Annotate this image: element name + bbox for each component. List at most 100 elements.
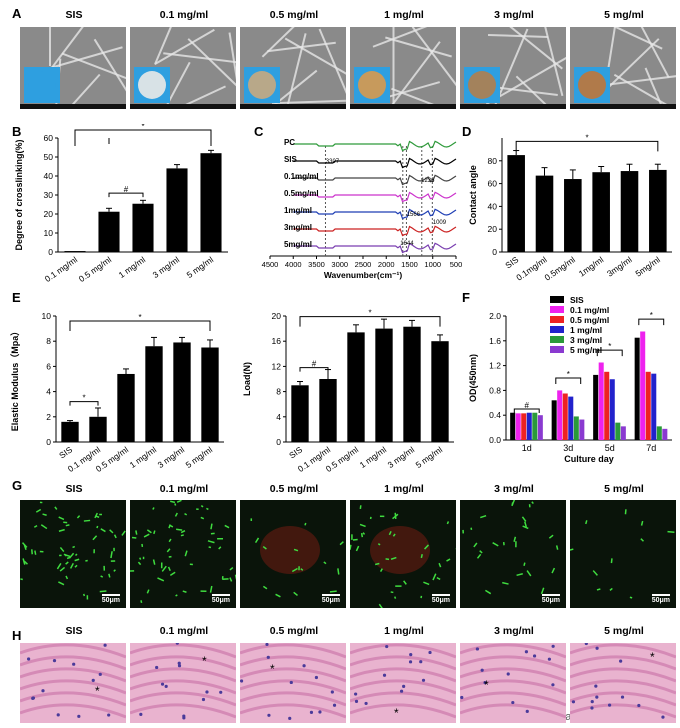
he-tissue: * xyxy=(350,643,456,720)
bar xyxy=(573,416,579,440)
collagen-band xyxy=(460,679,566,695)
cell-mark xyxy=(174,503,177,506)
nucleus xyxy=(402,684,406,689)
nucleus xyxy=(595,646,599,650)
panel-letter-c: C xyxy=(254,124,264,139)
x-tick-label: 0.5mg/ml xyxy=(543,254,577,282)
x-tick-label: SIS xyxy=(287,444,304,460)
sem-image xyxy=(570,27,676,109)
bar xyxy=(620,171,639,252)
bar xyxy=(98,211,120,252)
cell-mark xyxy=(218,546,222,550)
chart-c-ftir: 4500 4000 3500 3000 2500 2000 1500 1000 500 Waven… xyxy=(262,138,462,280)
cell-mark xyxy=(83,519,91,522)
nucleus xyxy=(382,673,387,677)
row-a-label-4: 3 mg/ml xyxy=(494,9,534,21)
cell-mark xyxy=(93,549,95,554)
cell-mark xyxy=(69,562,74,569)
x-axis-label: Wavenumber(cm⁻¹) xyxy=(324,270,402,280)
cell-mark xyxy=(609,587,613,591)
nucleus xyxy=(240,679,244,683)
y-tick-label: 4 xyxy=(276,412,281,422)
x-tick-label: 1 mg/ml xyxy=(117,254,148,280)
cell-mark xyxy=(152,507,155,510)
cell-mark xyxy=(108,573,111,578)
cell-mark xyxy=(298,566,300,571)
spectrum-line xyxy=(293,174,457,186)
cell-mark xyxy=(502,581,509,585)
cell-mark xyxy=(352,538,358,541)
star-marker: * xyxy=(394,706,399,720)
cell-mark xyxy=(74,553,78,557)
cell-mark xyxy=(385,558,390,561)
chart-f-od450: 0.0 0.4 0.8 1.2 1.6 2.0 OD(450nm) Culture day 1d… xyxy=(468,295,672,464)
sem-fiber xyxy=(411,27,456,90)
cell-mark xyxy=(570,548,574,551)
nucleus xyxy=(175,643,179,645)
cell-mark xyxy=(184,550,188,557)
row-g-label-1: 0.1 mg/ml xyxy=(159,483,209,495)
bar xyxy=(510,412,516,440)
cell-mark xyxy=(229,577,233,582)
significance-bracket xyxy=(638,318,665,326)
nucleus xyxy=(421,678,426,682)
x-tick-label: 5 mg/ml xyxy=(185,254,216,280)
nucleus xyxy=(103,643,107,647)
nucleus xyxy=(267,713,271,717)
cell-mark xyxy=(146,529,152,534)
nucleus xyxy=(506,672,510,676)
x-tick-label: 1500 xyxy=(401,260,418,269)
scale-bar: 50μm xyxy=(541,594,561,604)
scale-bar: 50μm xyxy=(431,594,451,604)
nucleus xyxy=(318,710,322,714)
x-tick-label: SIS xyxy=(503,254,520,270)
cell-mark xyxy=(58,528,65,532)
nucleus xyxy=(607,703,612,707)
cell-mark xyxy=(99,513,102,516)
cell-mark xyxy=(369,516,372,520)
cell-mark xyxy=(76,515,81,519)
cell-mark xyxy=(379,515,385,518)
y-axis-label: Contact angle xyxy=(468,165,478,225)
he-image: * xyxy=(130,643,236,723)
collagen-band xyxy=(130,679,236,695)
legend-swatch xyxy=(550,306,564,313)
collagen-band xyxy=(460,655,566,671)
cell-mark xyxy=(157,577,165,582)
nucleus xyxy=(91,678,95,682)
cell-mark xyxy=(141,543,144,547)
cell-mark xyxy=(548,534,554,539)
cell-mark xyxy=(515,541,517,548)
collagen-band xyxy=(460,643,566,659)
cell-mark xyxy=(58,516,65,521)
cell-mark xyxy=(492,542,499,547)
y-tick-label: 1.6 xyxy=(489,336,501,346)
nucleus xyxy=(309,710,314,714)
x-tick-label: 1000 xyxy=(424,260,441,269)
cell-mark xyxy=(374,562,380,566)
sample-disc xyxy=(248,71,276,99)
cell-mark xyxy=(350,544,352,550)
bar xyxy=(515,413,521,440)
cell-mark xyxy=(110,560,116,562)
cell-mark xyxy=(395,585,402,587)
y-tick-label: 2 xyxy=(46,412,51,422)
cell-mark xyxy=(20,578,23,581)
row-h-label-2: 0.5 mg/ml xyxy=(269,625,319,637)
collagen-band xyxy=(130,667,236,683)
sem-fiber xyxy=(635,27,670,78)
bar xyxy=(89,416,107,442)
nucleus xyxy=(41,689,45,693)
x-tick-label: SIS xyxy=(57,444,74,460)
cell-mark xyxy=(540,587,545,595)
cell-mark xyxy=(113,547,115,552)
cell-mark xyxy=(640,520,644,526)
significance-marker: * xyxy=(650,311,653,320)
nucleus xyxy=(551,683,555,687)
cell-mark xyxy=(210,532,215,535)
cell-mark xyxy=(526,570,532,577)
cell-mark xyxy=(59,566,66,572)
fluorescence-image: 50μm xyxy=(460,500,566,608)
fluorescence-cells xyxy=(250,518,344,598)
sem-fiber xyxy=(607,27,663,50)
